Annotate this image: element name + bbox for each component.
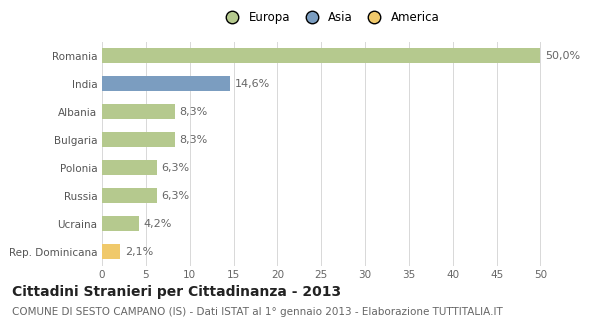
Bar bbox=[102, 76, 230, 91]
Text: 8,3%: 8,3% bbox=[179, 135, 208, 145]
Text: 8,3%: 8,3% bbox=[179, 107, 208, 116]
Bar bbox=[102, 104, 175, 119]
Text: 4,2%: 4,2% bbox=[143, 219, 172, 228]
Text: 14,6%: 14,6% bbox=[235, 79, 269, 89]
Legend: Europa, Asia, America: Europa, Asia, America bbox=[217, 7, 443, 27]
Bar bbox=[102, 48, 541, 63]
Text: Cittadini Stranieri per Cittadinanza - 2013: Cittadini Stranieri per Cittadinanza - 2… bbox=[12, 285, 341, 299]
Text: 6,3%: 6,3% bbox=[161, 191, 190, 201]
Text: 50,0%: 50,0% bbox=[545, 51, 580, 60]
Bar bbox=[102, 132, 175, 147]
Bar bbox=[102, 160, 157, 175]
Text: 2,1%: 2,1% bbox=[125, 247, 153, 257]
Bar bbox=[102, 216, 139, 231]
Text: 6,3%: 6,3% bbox=[161, 163, 190, 172]
Bar bbox=[102, 244, 121, 259]
Text: COMUNE DI SESTO CAMPANO (IS) - Dati ISTAT al 1° gennaio 2013 - Elaborazione TUTT: COMUNE DI SESTO CAMPANO (IS) - Dati ISTA… bbox=[12, 307, 503, 317]
Bar bbox=[102, 188, 157, 203]
